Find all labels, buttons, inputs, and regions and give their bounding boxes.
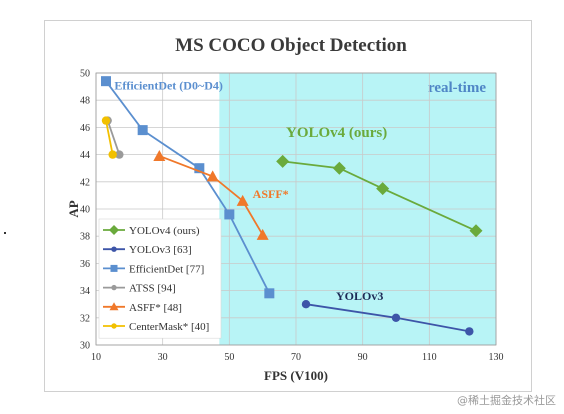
data-point	[108, 150, 117, 159]
legend-entry: YOLOv4 (ours)	[103, 225, 200, 237]
data-point	[206, 170, 219, 182]
series-asff-48	[153, 149, 269, 240]
data-point	[109, 225, 119, 235]
series-yolov3-63	[301, 300, 474, 336]
y-tick-label: 40	[80, 205, 90, 216]
data-point	[111, 284, 117, 291]
x-tick-label: 110	[422, 352, 437, 363]
y-tick-label: 50	[80, 69, 90, 80]
series-efficientdet-77	[101, 76, 275, 299]
x-tick-label: 30	[158, 352, 168, 363]
x-tick-label: 50	[224, 352, 234, 363]
x-tick-label: 90	[358, 352, 368, 363]
legend-label: EfficientDet [77]	[129, 263, 204, 275]
plot-border	[95, 72, 497, 346]
y-tick-label: 42	[80, 177, 90, 188]
data-point	[115, 150, 124, 159]
y-tick-label: 44	[80, 150, 90, 161]
x-tick-label: 130	[489, 352, 504, 363]
realtime-label: real-time	[428, 80, 486, 96]
y-tick-label: 46	[80, 123, 90, 134]
data-point	[153, 149, 166, 161]
data-point	[465, 327, 474, 336]
watermark: @稀土掘金技术社区	[457, 394, 556, 407]
legend-entry: YOLOv3 [63]	[103, 244, 192, 256]
data-point	[224, 209, 235, 220]
legend-label: YOLOv4 (ours)	[129, 225, 200, 237]
data-point	[109, 302, 119, 311]
legend-box	[98, 218, 222, 339]
series-line	[159, 155, 264, 236]
data-point	[469, 224, 483, 238]
data-point	[391, 313, 401, 322]
data-point	[301, 300, 311, 309]
data-point	[110, 264, 118, 272]
y-tick-label: 36	[80, 259, 90, 270]
series-centermask-40	[101, 116, 117, 159]
data-point	[101, 116, 111, 125]
data-point	[236, 194, 249, 206]
series-line	[282, 160, 477, 232]
legend-label: CenterMask* [40]	[129, 321, 209, 333]
data-point	[137, 125, 148, 136]
y-tick-label: 48	[80, 96, 90, 107]
legend-label: ASFF* [48]	[129, 302, 182, 314]
data-point	[111, 323, 117, 329]
data-point	[276, 154, 290, 168]
chart-title: MS COCO Object Detection	[175, 35, 407, 56]
data-point	[264, 288, 275, 299]
y-tick-label: 38	[80, 232, 90, 243]
series-line	[106, 120, 121, 155]
legend-entry: ASFF* [48]	[103, 302, 182, 314]
data-point	[376, 182, 390, 196]
y-tick-label: 32	[80, 313, 90, 324]
x-tick-label: 10	[91, 352, 101, 363]
legend-entry: ATSS [94]	[103, 283, 176, 295]
data-point	[332, 161, 346, 175]
series-yolov4-ours	[276, 154, 483, 238]
data-point	[256, 228, 269, 240]
y-tick-label: 30	[80, 341, 90, 352]
legend-label: YOLOv3 [63]	[129, 244, 192, 256]
data-point	[111, 246, 117, 252]
series-annotation: YOLOv4 (ours)	[286, 125, 387, 141]
legend-entry: CenterMask* [40]	[103, 321, 209, 333]
data-point	[101, 76, 111, 87]
series-line	[105, 120, 114, 155]
margin-dot	[4, 232, 6, 234]
legend-entry: EfficientDet [77]	[103, 263, 204, 275]
series-annotation: YOLOv3	[336, 289, 383, 303]
series-annotation: EfficientDet (D0~D4)	[114, 78, 223, 92]
y-axis-label: AP	[66, 200, 81, 217]
x-axis-label: FPS (V100)	[264, 368, 328, 383]
legend-label: ATSS [94]	[129, 283, 176, 295]
data-point	[194, 163, 205, 174]
y-tick-label: 34	[80, 286, 90, 297]
x-tick-label: 70	[291, 352, 301, 363]
series-annotation: ASFF*	[253, 187, 289, 201]
